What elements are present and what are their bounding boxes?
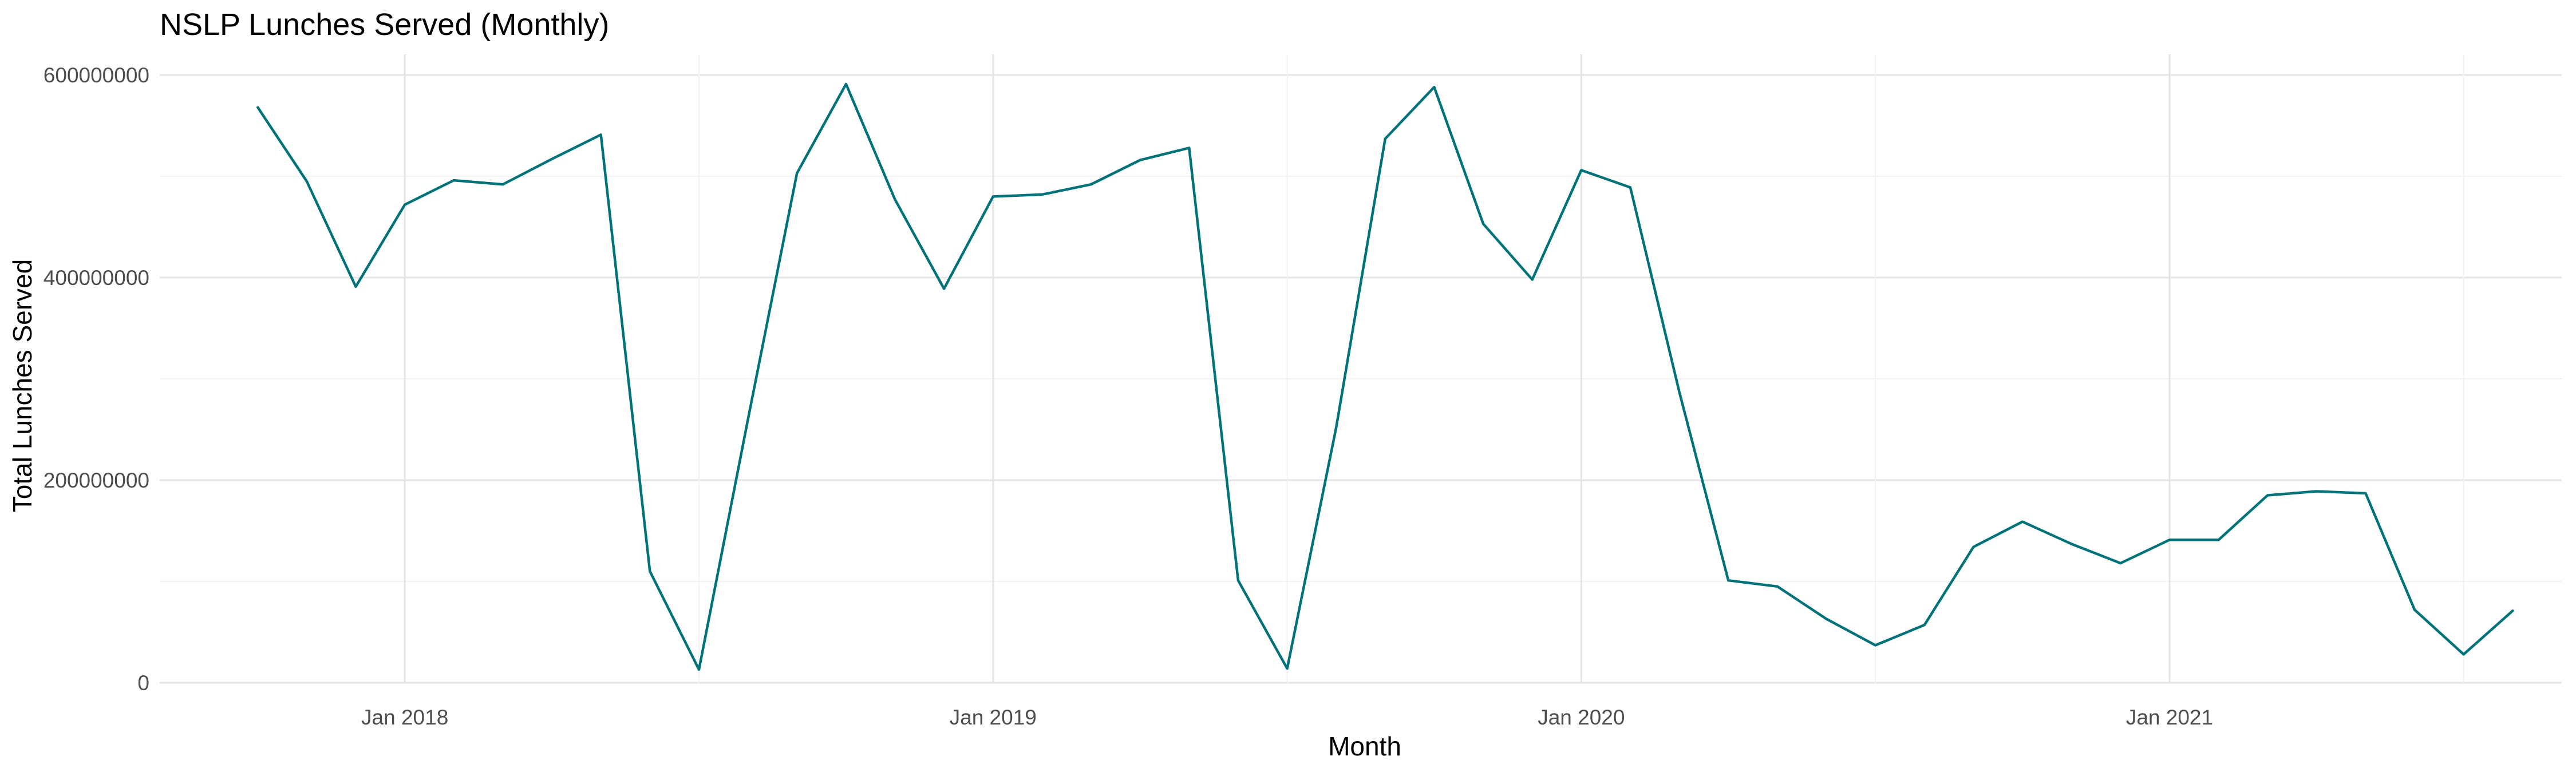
chart-title: NSLP Lunches Served (Monthly) xyxy=(160,7,609,42)
x-tick-label: Jan 2018 xyxy=(361,706,448,729)
series-line-0 xyxy=(256,82,2514,671)
x-axis-ticks: Jan 2018 Jan 2019 Jan 2020 Jan 2021 xyxy=(361,706,2213,729)
x-axis-title: Month xyxy=(1328,731,1401,761)
y-tick-label: 400000000 xyxy=(44,266,149,290)
y-axis-ticks: 0 200000000 400000000 600000000 xyxy=(44,64,149,695)
y-tick-label: 200000000 xyxy=(44,469,149,492)
y-axis-title: Total Lunches Served xyxy=(7,259,37,512)
x-tick-label: Jan 2020 xyxy=(1538,706,1625,729)
x-tick-label: Jan 2019 xyxy=(950,706,1037,729)
y-tick-label: 0 xyxy=(137,671,149,695)
series-layer xyxy=(256,82,2514,671)
y-tick-label: 600000000 xyxy=(44,64,149,87)
x-tick-label: Jan 2021 xyxy=(2126,706,2213,729)
plot-grid xyxy=(160,54,2562,684)
